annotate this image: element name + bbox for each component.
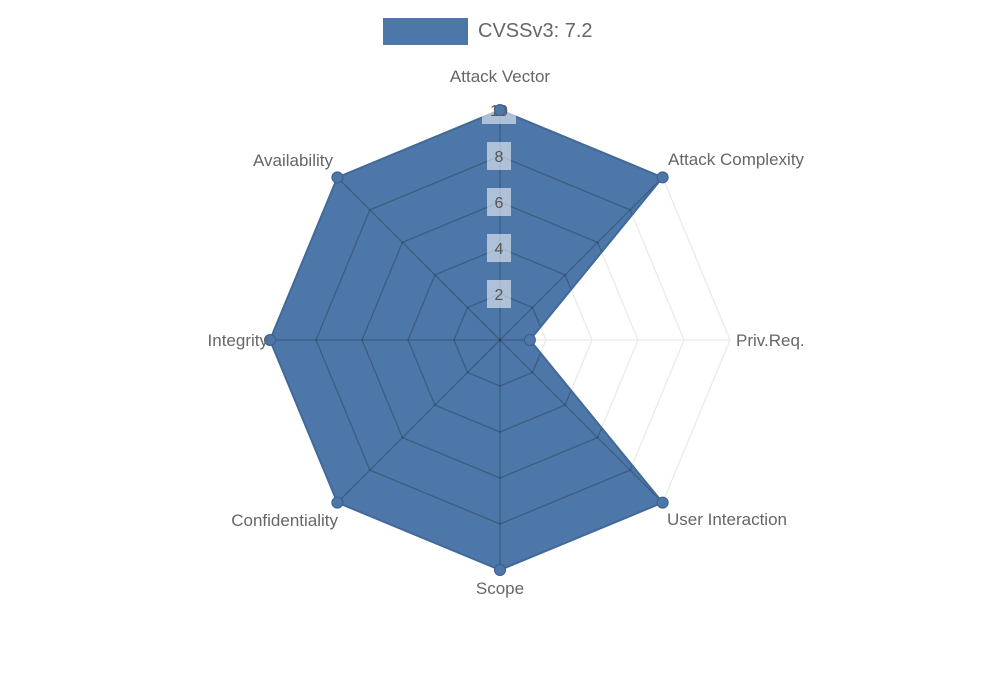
data-point bbox=[494, 104, 506, 116]
grid-spoke bbox=[336, 176, 501, 341]
axis-label-user-interaction: User Interaction bbox=[667, 510, 787, 529]
tick-label: 8 bbox=[495, 149, 504, 166]
legend-label: CVSSv3: 7.2 bbox=[478, 20, 593, 42]
axis-label-confidentiality: Confidentiality bbox=[231, 511, 338, 530]
axis-labels: Attack Vector Attack Complexity Priv.Req. U… bbox=[208, 67, 805, 598]
data-polygon-fill bbox=[270, 110, 663, 570]
data-point bbox=[331, 496, 344, 509]
tick-backdrop bbox=[487, 142, 511, 170]
axis-label-attack-vector: Attack Vector bbox=[450, 67, 550, 86]
axis-label-attack-complexity: Attack Complexity bbox=[668, 150, 805, 169]
tick-backdrop bbox=[487, 188, 511, 216]
grid-spoke bbox=[499, 176, 663, 341]
tick-label: 6 bbox=[495, 195, 504, 212]
data-point bbox=[331, 171, 344, 184]
legend-swatch bbox=[383, 18, 468, 45]
tick-label: 4 bbox=[495, 241, 504, 258]
tick-backdrop bbox=[487, 234, 511, 262]
chart-legend-item[interactable]: CVSSv3: 7.2 bbox=[383, 18, 593, 45]
data-point bbox=[523, 334, 536, 346]
axis-label-priv-req: Priv.Req. bbox=[736, 331, 805, 350]
grid-spoke bbox=[336, 339, 501, 504]
axis-label-scope: Scope bbox=[476, 579, 524, 598]
data-point bbox=[656, 496, 669, 509]
tick-labels: 246810 bbox=[482, 96, 516, 308]
tick-backdrop bbox=[487, 280, 511, 308]
tick-label: 2 bbox=[495, 287, 504, 304]
axis-label-integrity: Integrity bbox=[208, 331, 269, 350]
axis-label-availability: Availability bbox=[253, 151, 334, 170]
data-point bbox=[656, 171, 669, 184]
grid-spoke bbox=[499, 339, 663, 504]
grid-ring bbox=[453, 293, 547, 387]
data-point bbox=[264, 334, 276, 346]
data-point bbox=[494, 564, 506, 576]
data-points bbox=[264, 104, 669, 576]
